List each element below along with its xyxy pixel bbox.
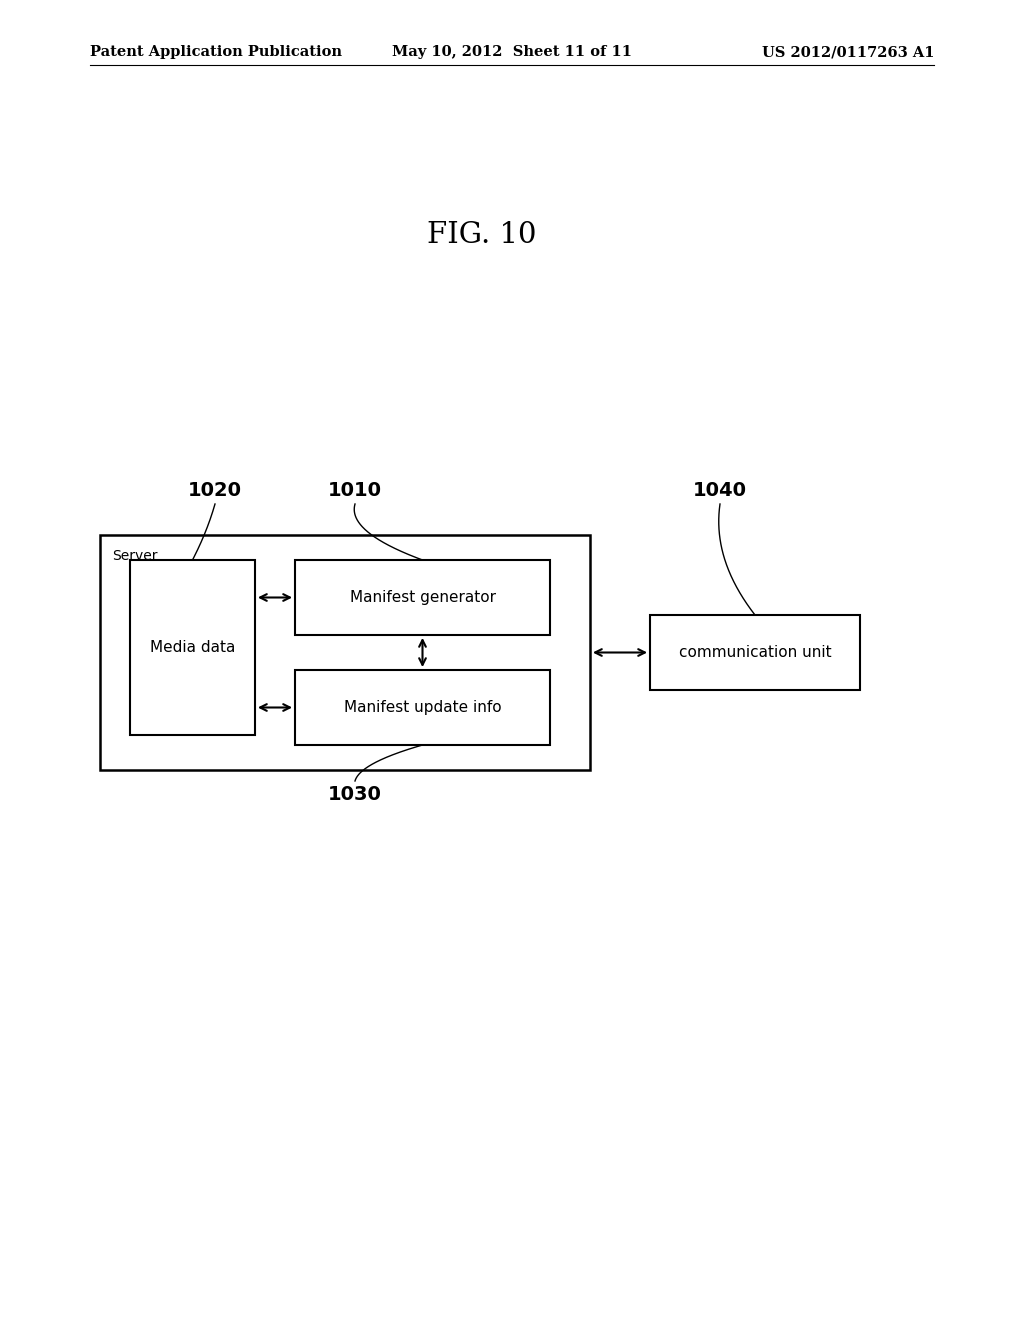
Text: May 10, 2012  Sheet 11 of 11: May 10, 2012 Sheet 11 of 11	[392, 45, 632, 59]
Bar	[130, 560, 255, 735]
Text: Media data: Media data	[150, 640, 236, 655]
Text: 1040: 1040	[693, 480, 746, 499]
Text: 1030: 1030	[328, 785, 382, 804]
Text: FIG. 10: FIG. 10	[427, 220, 537, 249]
Bar	[295, 671, 550, 744]
Text: Manifest update info: Manifest update info	[344, 700, 502, 715]
Text: Manifest generator: Manifest generator	[349, 590, 496, 605]
Text: communication unit: communication unit	[679, 645, 831, 660]
Bar	[650, 615, 860, 690]
Text: 1020: 1020	[188, 480, 242, 499]
Bar	[100, 535, 590, 770]
Text: Patent Application Publication: Patent Application Publication	[90, 45, 342, 59]
Text: 1010: 1010	[328, 480, 382, 499]
Bar	[295, 560, 550, 635]
Text: Server: Server	[112, 549, 158, 564]
Text: US 2012/0117263 A1: US 2012/0117263 A1	[762, 45, 934, 59]
